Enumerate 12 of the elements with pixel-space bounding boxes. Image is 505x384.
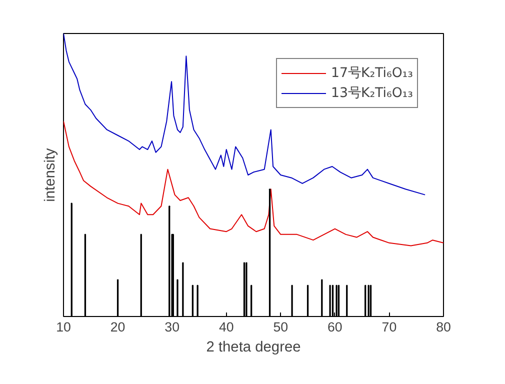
legend-label: 13号K₂Ti₆O₁₃ xyxy=(331,85,413,102)
x-tick-label: 50 xyxy=(273,320,288,334)
x-tick-label: 20 xyxy=(110,320,126,334)
legend-label: 17号K₂Ti₆O₁₃ xyxy=(331,65,413,82)
x-tick-label: 10 xyxy=(56,320,71,334)
x-tick-label: 70 xyxy=(382,320,397,334)
x-axis-title: 2 theta degree xyxy=(206,340,301,356)
x-tick-label: 30 xyxy=(164,320,180,334)
x-tick-label: 80 xyxy=(436,320,451,334)
x-tick-label: 40 xyxy=(218,320,234,334)
x-tick-label: 60 xyxy=(328,320,342,334)
y-axis-title: intensity xyxy=(42,147,58,202)
